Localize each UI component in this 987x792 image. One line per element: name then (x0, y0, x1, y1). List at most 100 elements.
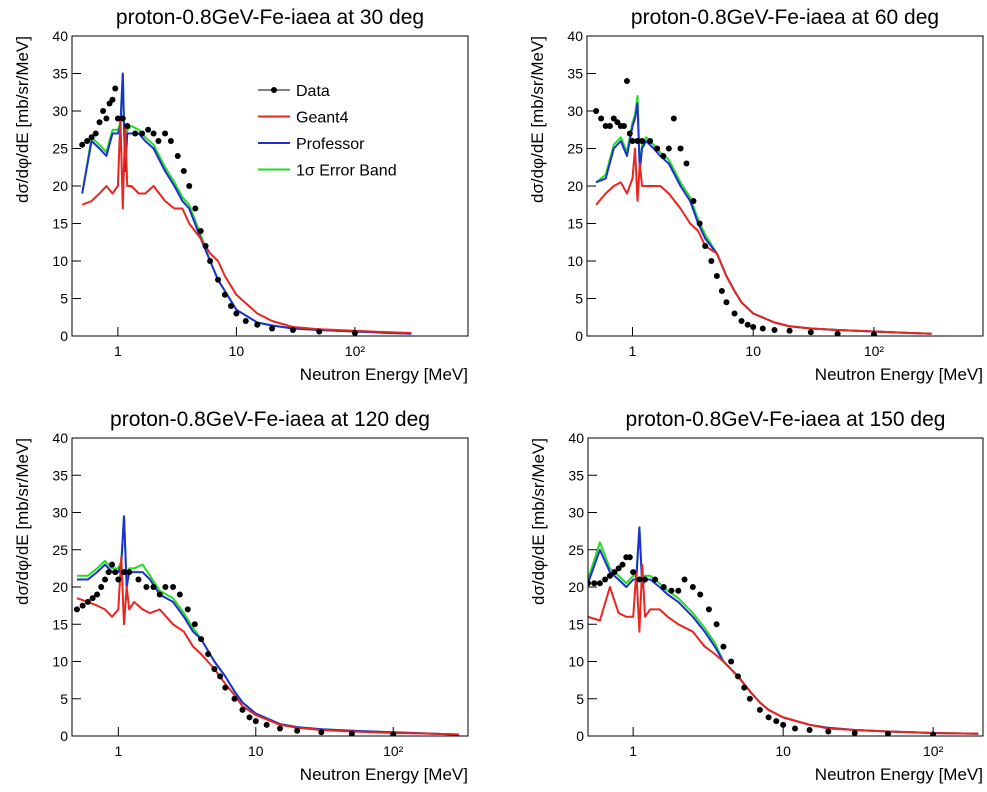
data-point (665, 145, 672, 152)
data-point (167, 138, 174, 144)
data-point (720, 643, 727, 650)
plot-frame (71, 437, 469, 737)
x-tick-label: 10 (248, 743, 264, 759)
legend-label: 1σ Error Band (296, 163, 397, 180)
plot-area (593, 78, 932, 336)
x-tick-label: 1 (114, 343, 122, 359)
data-point (606, 123, 613, 129)
y-tick-label: 20 (567, 178, 583, 194)
data-point (626, 554, 633, 561)
legend-marker (271, 87, 277, 93)
y-tick-label: 40 (52, 430, 68, 446)
y-tick-label: 40 (568, 430, 584, 446)
data-point (884, 730, 891, 736)
y-tick-label: 30 (567, 103, 583, 119)
y-tick-label: 5 (60, 291, 68, 307)
data-point (73, 606, 80, 613)
y-tick-label: 10 (52, 654, 68, 670)
data-point (713, 621, 720, 628)
data-point (180, 168, 187, 174)
data-point (611, 569, 618, 576)
data-point (79, 141, 86, 148)
y-tick-label: 10 (568, 654, 584, 670)
data-point (269, 325, 276, 332)
data-point (675, 587, 682, 594)
x-axis-label: Neutron Energy [MeV] (815, 765, 983, 784)
series-line (77, 515, 459, 736)
x-tick-label: 1 (114, 743, 122, 759)
data-point (697, 591, 704, 598)
y-tick-label: 20 (52, 178, 68, 194)
data-point (744, 321, 751, 328)
plot-area (73, 515, 459, 736)
data-point (759, 325, 766, 332)
data-point (588, 580, 591, 587)
y-tick-label: 30 (52, 505, 68, 521)
data-point (115, 576, 122, 583)
x-tick-label: 10 (775, 743, 791, 759)
legend-label: Data (296, 83, 330, 100)
data-point (102, 576, 109, 583)
plot-area (79, 72, 412, 336)
chart-title: proton-0.8GeV-Fe-iaea at 120 deg (110, 408, 430, 431)
data-point (84, 138, 91, 144)
series-line (81, 117, 412, 334)
y-tick-label: 40 (567, 28, 583, 44)
series-line (81, 72, 412, 335)
data-point (105, 569, 112, 576)
data-point (109, 561, 116, 568)
data-point (215, 276, 222, 283)
data-point (143, 584, 150, 590)
data-point (289, 327, 296, 333)
data-point (723, 299, 730, 306)
data-point (741, 684, 748, 691)
y-tick-label: 35 (567, 66, 583, 82)
data-point (746, 695, 753, 702)
data-point (191, 621, 198, 628)
data-point (202, 243, 209, 249)
y-tick-label: 35 (52, 66, 68, 82)
data-point (263, 721, 270, 728)
data-point (174, 153, 181, 159)
data-point (156, 591, 163, 598)
data-point (690, 198, 697, 204)
legend-label: Professor (296, 136, 365, 153)
data-point (851, 730, 858, 736)
data-point (634, 138, 641, 144)
y-tick-label: 0 (576, 728, 584, 744)
y-tick-label: 5 (60, 691, 68, 707)
y-tick-label: 35 (568, 467, 584, 483)
x-axis-label: Neutron Energy [MeV] (300, 765, 468, 784)
y-tick-label: 15 (567, 216, 583, 232)
data-point (79, 602, 86, 609)
data-point (150, 130, 157, 137)
data-point (660, 584, 667, 590)
y-axis-label: dσ/dφ/dE [mb/sr/MeV] (529, 438, 548, 605)
x-tick-label: 10 (229, 343, 245, 359)
data-point (792, 725, 799, 732)
data-point (135, 576, 142, 583)
data-point (696, 220, 703, 227)
data-point (771, 327, 778, 333)
data-point (254, 321, 261, 328)
data-point (246, 714, 253, 721)
series-line (81, 72, 412, 335)
chart-title: proton-0.8GeV-Fe-iaea at 60 deg (631, 6, 939, 29)
y-tick-label: 25 (568, 542, 584, 558)
data-point (92, 130, 99, 137)
data-point (677, 145, 684, 152)
y-tick-label: 10 (52, 253, 68, 269)
y-tick-label: 20 (568, 579, 584, 595)
y-tick-label: 40 (52, 28, 68, 44)
data-point (227, 303, 234, 309)
data-point (221, 291, 228, 298)
data-point (683, 160, 690, 167)
y-axis-label: dσ/dφ/dE [mb/sr/MeV] (13, 438, 32, 605)
y-tick-label: 15 (52, 616, 68, 632)
x-tick-label: 10² (864, 343, 885, 359)
y-tick-label: 20 (52, 579, 68, 595)
data-point (786, 327, 793, 334)
x-tick-label: 10² (383, 743, 404, 759)
data-point (647, 138, 654, 144)
